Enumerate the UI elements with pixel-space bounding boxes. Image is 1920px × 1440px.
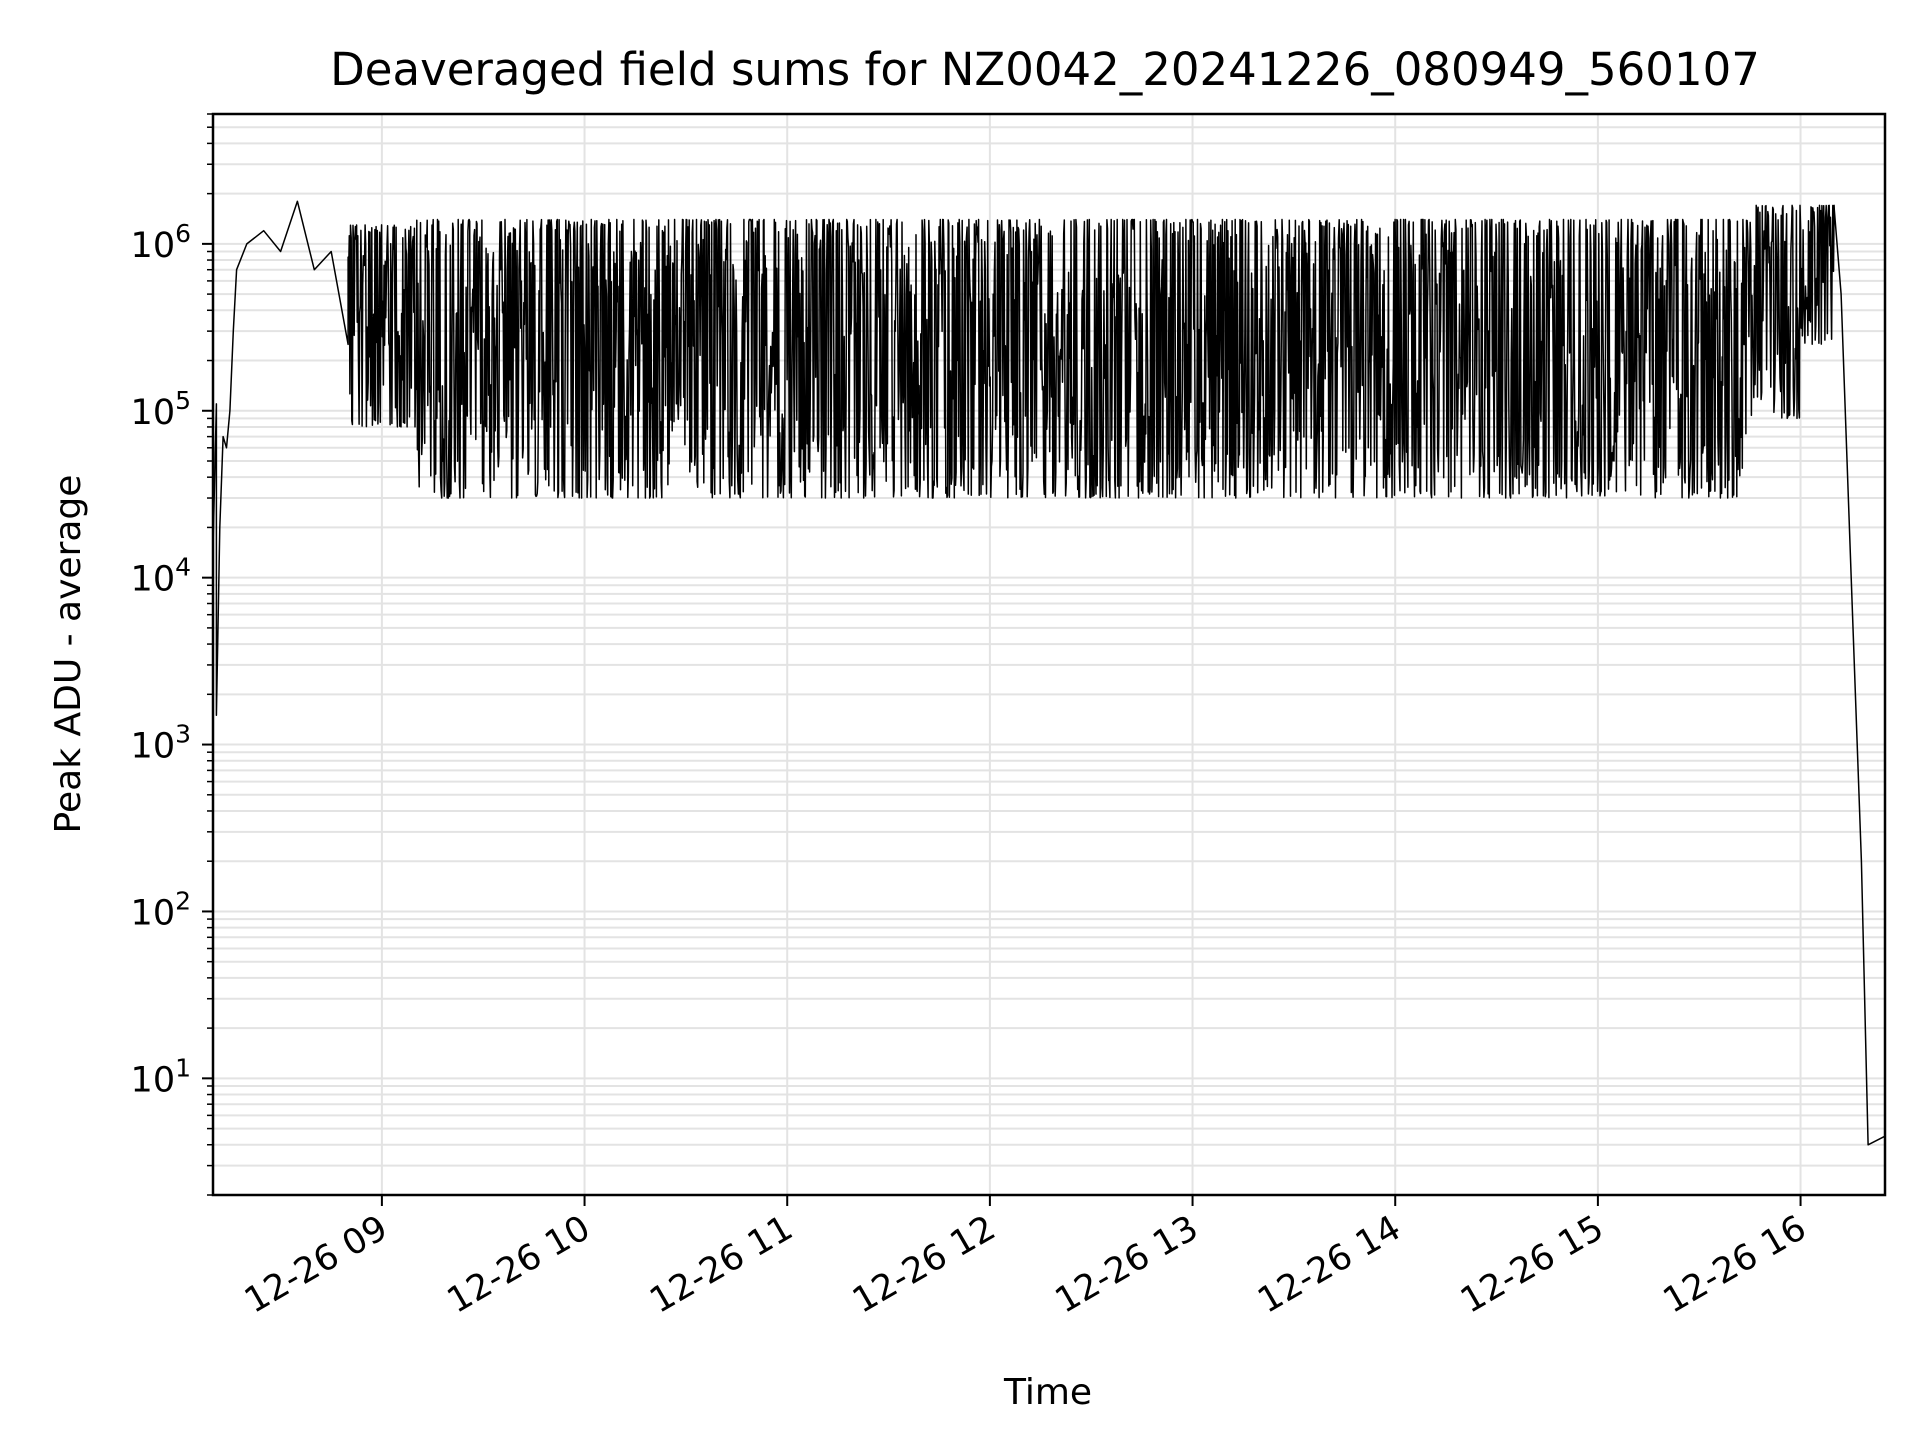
x-axis-label: Time (1003, 1372, 1092, 1413)
y-tick-label: 101 (131, 1053, 191, 1100)
y-tick-label: 105 (131, 386, 191, 433)
x-axis: 12-26 09 12-26 10 12-26 11 12-26 12 12-26 13… (238, 1195, 1813, 1321)
x-tick-label: 12-26 09 (238, 1208, 394, 1321)
series-line (212, 200, 1886, 1195)
y-tick-label: 106 (131, 219, 191, 266)
y-tick-label: 103 (131, 720, 191, 767)
plot-area: 12-26 09 12-26 10 12-26 11 12-26 12 12-26 13… (131, 112, 1887, 1321)
y-axis-label: Peak ADU - average (48, 475, 89, 834)
x-tick-label: 12-26 15 (1454, 1208, 1610, 1321)
x-tick-label: 12-26 13 (1049, 1208, 1205, 1321)
x-tick-label: 12-26 10 (441, 1208, 597, 1321)
y-axis: 101 102 103 104 105 106 (131, 113, 213, 1196)
x-tick-label: 12-26 16 (1657, 1208, 1813, 1321)
chart-title: Deaveraged field sums for NZ0042_2024122… (330, 43, 1760, 96)
x-tick-label: 12-26 11 (643, 1208, 799, 1321)
plot-frame (211, 112, 1887, 1197)
x-tick-label: 12-26 14 (1251, 1208, 1407, 1321)
x-tick-label: 12-26 12 (846, 1208, 1002, 1321)
y-tick-label: 102 (131, 886, 191, 933)
y-tick-label: 104 (131, 553, 191, 600)
